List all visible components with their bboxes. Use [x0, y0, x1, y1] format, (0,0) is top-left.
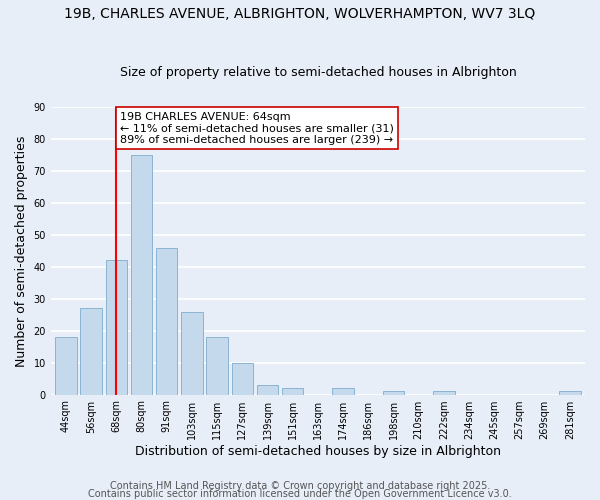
Bar: [332, 388, 354, 394]
Bar: [156, 248, 178, 394]
Bar: [433, 392, 455, 394]
Text: Contains public sector information licensed under the Open Government Licence v3: Contains public sector information licen…: [88, 489, 512, 499]
Y-axis label: Number of semi-detached properties: Number of semi-detached properties: [15, 135, 28, 366]
Title: Size of property relative to semi-detached houses in Albrighton: Size of property relative to semi-detach…: [119, 66, 516, 80]
Bar: [131, 155, 152, 394]
Bar: [55, 337, 77, 394]
Bar: [181, 312, 203, 394]
Bar: [232, 362, 253, 394]
Text: Contains HM Land Registry data © Crown copyright and database right 2025.: Contains HM Land Registry data © Crown c…: [110, 481, 490, 491]
Bar: [559, 392, 581, 394]
Bar: [383, 392, 404, 394]
Bar: [80, 308, 102, 394]
Bar: [257, 385, 278, 394]
Text: 19B CHARLES AVENUE: 64sqm
← 11% of semi-detached houses are smaller (31)
89% of : 19B CHARLES AVENUE: 64sqm ← 11% of semi-…: [120, 112, 394, 145]
Bar: [282, 388, 304, 394]
Bar: [206, 337, 228, 394]
Bar: [106, 260, 127, 394]
X-axis label: Distribution of semi-detached houses by size in Albrighton: Distribution of semi-detached houses by …: [135, 444, 501, 458]
Text: 19B, CHARLES AVENUE, ALBRIGHTON, WOLVERHAMPTON, WV7 3LQ: 19B, CHARLES AVENUE, ALBRIGHTON, WOLVERH…: [64, 8, 536, 22]
